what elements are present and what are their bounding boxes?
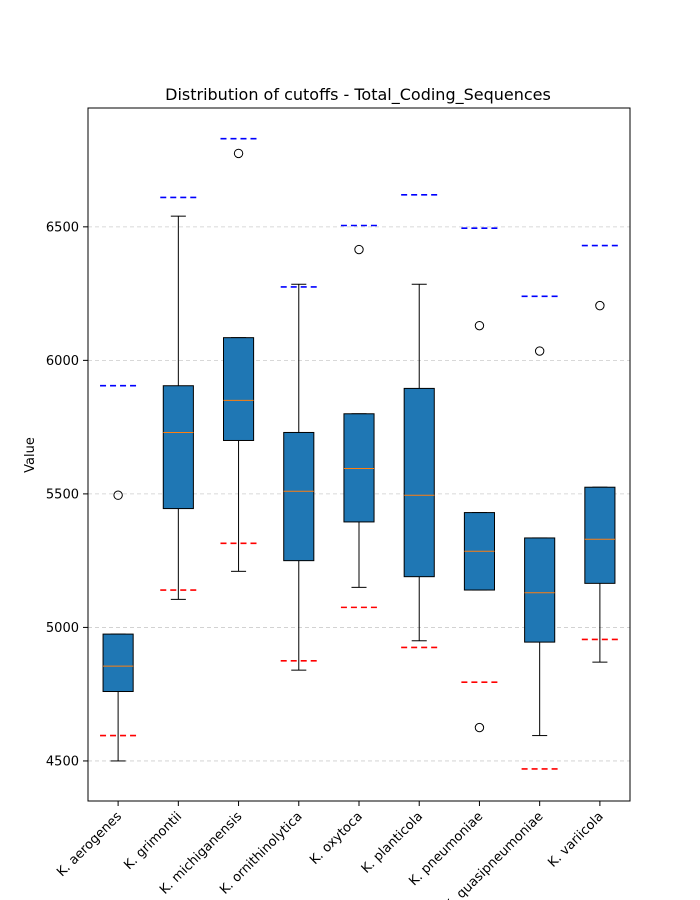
box-9 (584, 300, 616, 663)
iqr-box (283, 431, 315, 562)
y-tick-label: 5000 (46, 621, 79, 636)
outlier-point (595, 300, 605, 311)
box-3 (223, 148, 255, 572)
outlier-point (113, 490, 123, 500)
box-1 (102, 490, 134, 762)
y-axis-label: Value (23, 437, 38, 473)
iqr-box (403, 387, 435, 578)
y-tick-label: 6000 (46, 354, 79, 369)
box-8 (524, 346, 556, 737)
iqr-box (162, 385, 194, 510)
chart-title: Distribution of cutoffs - Total_Coding_S… (165, 85, 551, 105)
iqr-box (524, 537, 556, 643)
box-group (102, 148, 616, 762)
y-tick-label: 6500 (46, 220, 79, 235)
box-6 (403, 283, 435, 642)
outlier-point (534, 346, 545, 356)
y-tick-label: 4500 (46, 754, 79, 769)
y-axis: 4500 5000 5500 6000 6500 (46, 220, 88, 769)
iqr-box (584, 486, 616, 584)
outlier-point (354, 244, 364, 255)
iqr-box (102, 633, 134, 693)
box-4 (283, 283, 315, 671)
box-2 (162, 215, 194, 600)
outlier-point (474, 722, 485, 733)
cutoff-lines (100, 137, 618, 770)
box-7 (463, 320, 495, 733)
box-5 (343, 244, 375, 588)
outlier-point (233, 148, 244, 159)
iqr-box (223, 337, 255, 441)
y-tick-label: 5500 (46, 487, 79, 502)
outlier-point (474, 320, 485, 331)
iqr-box (343, 413, 375, 523)
